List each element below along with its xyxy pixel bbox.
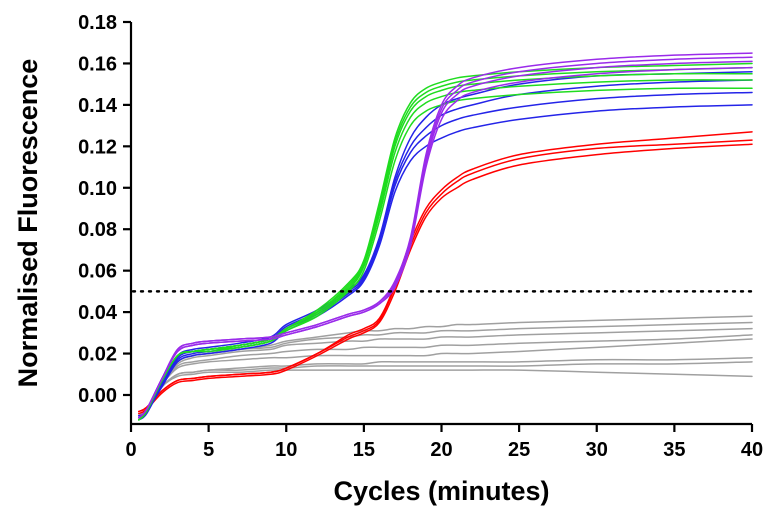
series-line — [138, 131, 753, 413]
y-tick-label: 0.08 — [78, 219, 117, 241]
x-axis-ticks: 0 5 10 15 20 25 30 35 40 — [125, 424, 763, 461]
series-line — [138, 338, 753, 417]
x-tick-label: 5 — [203, 439, 214, 461]
series-line — [138, 60, 753, 419]
y-axis-title: Normalised Fluorescence — [13, 59, 43, 388]
y-tick-label: 0.12 — [78, 136, 117, 158]
y-tick-label: 0.00 — [78, 385, 117, 407]
series-line — [138, 52, 753, 419]
series-line — [138, 104, 753, 417]
x-tick-label: 35 — [663, 439, 685, 461]
x-tick-label: 10 — [275, 439, 297, 461]
x-tick-label: 0 — [125, 439, 136, 461]
y-tick-label: 0.02 — [78, 344, 117, 366]
series-line — [138, 62, 753, 421]
x-tick-label: 30 — [586, 439, 608, 461]
series-group — [138, 52, 753, 421]
x-tick-label: 15 — [353, 439, 375, 461]
series-line — [138, 361, 753, 417]
y-tick-label: 0.16 — [78, 53, 117, 75]
y-tick-label: 0.10 — [78, 178, 117, 200]
y-tick-label: 0.04 — [78, 302, 118, 324]
x-tick-label: 20 — [430, 439, 452, 461]
series-line — [138, 79, 753, 419]
series-line — [138, 369, 753, 417]
x-tick-label: 40 — [741, 439, 763, 461]
y-tick-label: 0.18 — [78, 12, 117, 34]
y-tick-label: 0.06 — [78, 261, 117, 283]
y-tick-label: 0.14 — [78, 95, 118, 117]
y-axis-ticks: 0.00 0.02 0.04 0.06 0.08 0.10 0.12 0.14 0.16 0.18 — [78, 12, 131, 407]
series-line — [138, 327, 753, 417]
x-tick-label: 25 — [508, 439, 530, 461]
series-line — [138, 66, 753, 421]
series-line — [138, 91, 753, 419]
x-axis-title: Cycles (minutes) — [333, 476, 549, 506]
series-line — [138, 143, 753, 415]
series-line — [138, 334, 753, 417]
